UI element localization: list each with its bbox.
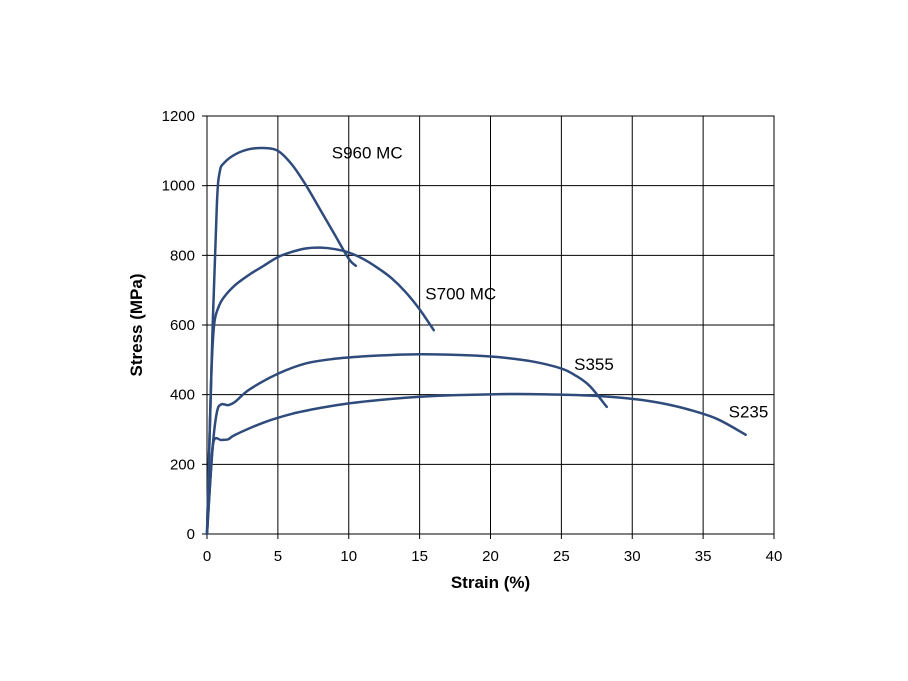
y-tick-label: 1000: [162, 178, 195, 195]
y-tick-label: 1200: [162, 108, 195, 125]
x-tick-label: 20: [482, 548, 499, 565]
series-line-s700-mc: [205, 246, 436, 536]
x-tick-label: 25: [553, 548, 570, 565]
x-tick-label: 0: [203, 548, 211, 565]
x-axis-label: Strain (%): [451, 573, 530, 592]
series-line-s960-mc: [205, 146, 358, 536]
series-lines: [205, 146, 747, 536]
series-line-s355: [205, 352, 608, 536]
y-tick-label: 600: [170, 317, 195, 334]
y-axis-label: Stress (MPa): [127, 274, 146, 377]
x-tick-label: 5: [274, 548, 282, 565]
y-tick-label: 400: [170, 387, 195, 404]
x-tick-label: 40: [766, 548, 783, 565]
x-axis-ticks: 0 5 10 15 20 25 30 35 40: [203, 534, 783, 565]
y-tick-label: 200: [170, 456, 195, 473]
y-axis-ticks: 0 200 400 600 800 1000 1200: [162, 108, 207, 543]
y-tick-label: 800: [170, 247, 195, 264]
x-tick-label: 10: [340, 548, 357, 565]
series-labels: S960 MC S700 MC S355 S235: [332, 144, 769, 422]
series-label-s355: S355: [574, 355, 614, 374]
series-label-s960-mc: S960 MC: [332, 144, 403, 163]
grid: [206, 115, 775, 535]
x-tick-label: 30: [624, 548, 641, 565]
x-tick-label: 15: [411, 548, 428, 565]
x-tick-label: 35: [695, 548, 712, 565]
y-tick-label: 0: [187, 526, 195, 543]
series-label-s700-mc: S700 MC: [425, 285, 496, 304]
series-line-s235: [205, 392, 747, 536]
series-label-s235: S235: [729, 402, 769, 421]
